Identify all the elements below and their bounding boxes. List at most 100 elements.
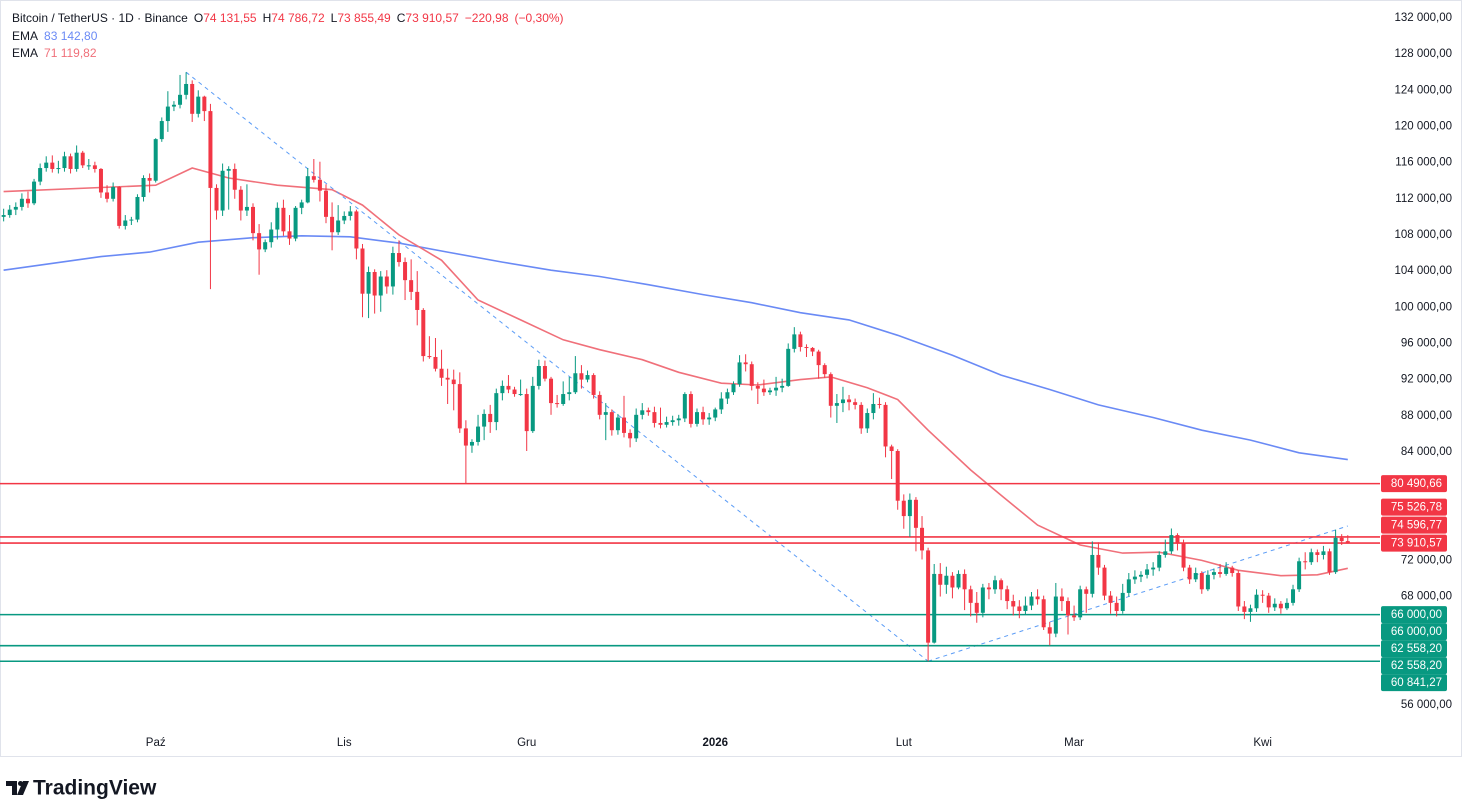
candle-body <box>7 209 12 216</box>
candle-body <box>865 413 870 429</box>
candle-body <box>938 573 943 585</box>
price-label: 80 490,66 <box>1391 478 1442 490</box>
candle-body <box>725 392 730 399</box>
candle-body <box>275 207 280 230</box>
candle-body <box>153 139 158 181</box>
candle-body <box>342 215 347 221</box>
candle-body <box>1291 589 1296 603</box>
candle-body <box>895 450 900 501</box>
candle-body <box>694 412 699 424</box>
candle-body <box>634 414 639 439</box>
candle-body <box>62 156 67 169</box>
candle-body <box>44 162 49 169</box>
candle-body <box>1236 573 1241 607</box>
candle-body <box>871 403 876 414</box>
candle-body <box>913 499 918 528</box>
candle-body <box>1175 535 1180 544</box>
candle-body <box>512 389 517 395</box>
candle-body <box>980 587 985 613</box>
y-tick-label: 56 000,00 <box>1401 699 1452 711</box>
candle-body <box>950 575 955 588</box>
trend-line <box>927 525 1348 662</box>
candle-body <box>822 365 827 375</box>
price-label: 73 910,57 <box>1391 538 1442 550</box>
candle-body <box>1090 554 1095 594</box>
candle-body <box>482 413 487 427</box>
candle-body <box>834 403 839 406</box>
candle-body <box>1096 554 1101 568</box>
candle-body <box>360 248 365 294</box>
y-tick-label: 88 000,00 <box>1401 410 1452 422</box>
candle-body <box>323 190 328 217</box>
price-label-box <box>1381 475 1447 493</box>
candle-body <box>883 404 888 447</box>
logo[interactable]: TradingView <box>6 777 157 800</box>
candle-body <box>287 231 292 239</box>
candle-body <box>50 162 55 169</box>
candle-body <box>1297 561 1302 590</box>
candle-body <box>974 602 979 613</box>
candle-body <box>123 220 128 226</box>
candle-body <box>622 417 627 433</box>
candle-body <box>372 272 377 296</box>
candle-body <box>299 202 304 208</box>
ohlc-key: C <box>396 11 406 25</box>
y-tick-label: 120 000,00 <box>1394 120 1452 132</box>
candle-body <box>86 165 91 167</box>
ohlc-value: 73 855,49 <box>337 11 391 25</box>
candle-body <box>281 207 286 232</box>
candle-body <box>19 198 24 207</box>
candle-body <box>1205 574 1210 590</box>
candle-body <box>926 550 931 643</box>
logo-mark <box>17 781 29 795</box>
price-label: 66 000,00 <box>1391 626 1442 638</box>
candle-body <box>707 417 712 420</box>
candle-body <box>1333 537 1338 573</box>
indicator-row: EMA 83 142,80 <box>12 28 570 46</box>
candle-body <box>682 394 687 419</box>
candle-body <box>1029 596 1034 606</box>
candle-body <box>171 104 176 107</box>
symbol-title: Bitcoin / TetherUS · 1D · Binance <box>12 11 188 25</box>
candle-body <box>591 375 596 395</box>
candle-body <box>1260 594 1265 596</box>
candle-body <box>74 152 79 169</box>
ohlc-key: L <box>330 11 338 25</box>
candle-body <box>816 351 821 366</box>
candle-body <box>165 106 170 122</box>
candle-body <box>1102 567 1107 596</box>
candle-body <box>317 179 322 191</box>
candle-body <box>1248 608 1253 612</box>
candle-body <box>840 399 845 404</box>
candle-body <box>804 347 809 349</box>
candle-body <box>159 121 164 140</box>
candle-body <box>348 211 353 216</box>
candle-body <box>251 206 256 234</box>
candle-body <box>1199 573 1204 590</box>
price-label: 62 558,20 <box>1391 660 1442 672</box>
candle-body <box>506 385 511 390</box>
candle-body <box>573 373 578 393</box>
candle-body <box>986 587 991 590</box>
trend-line <box>185 71 929 662</box>
candle-body <box>530 385 535 432</box>
candle-body <box>439 368 444 378</box>
candle-body <box>202 96 207 112</box>
candle-body <box>220 170 225 211</box>
price-label-box <box>1381 623 1447 641</box>
candle-body <box>1108 595 1113 603</box>
candle-body <box>98 168 103 193</box>
y-tick-label: 112 000,00 <box>1395 193 1452 205</box>
ohlc-value: 74 786,72 <box>271 11 325 25</box>
candle-body <box>1072 615 1077 618</box>
candle-body <box>500 385 505 394</box>
y-tick-label: 72 000,00 <box>1401 554 1452 566</box>
candle-body <box>628 432 633 439</box>
price-label: 60 841,27 <box>1391 677 1442 689</box>
candle-body <box>944 575 949 585</box>
candle-body <box>421 309 426 357</box>
candle-body <box>853 402 858 405</box>
price-label: 62 558,20 <box>1391 643 1442 655</box>
ema-line <box>3 167 1348 577</box>
